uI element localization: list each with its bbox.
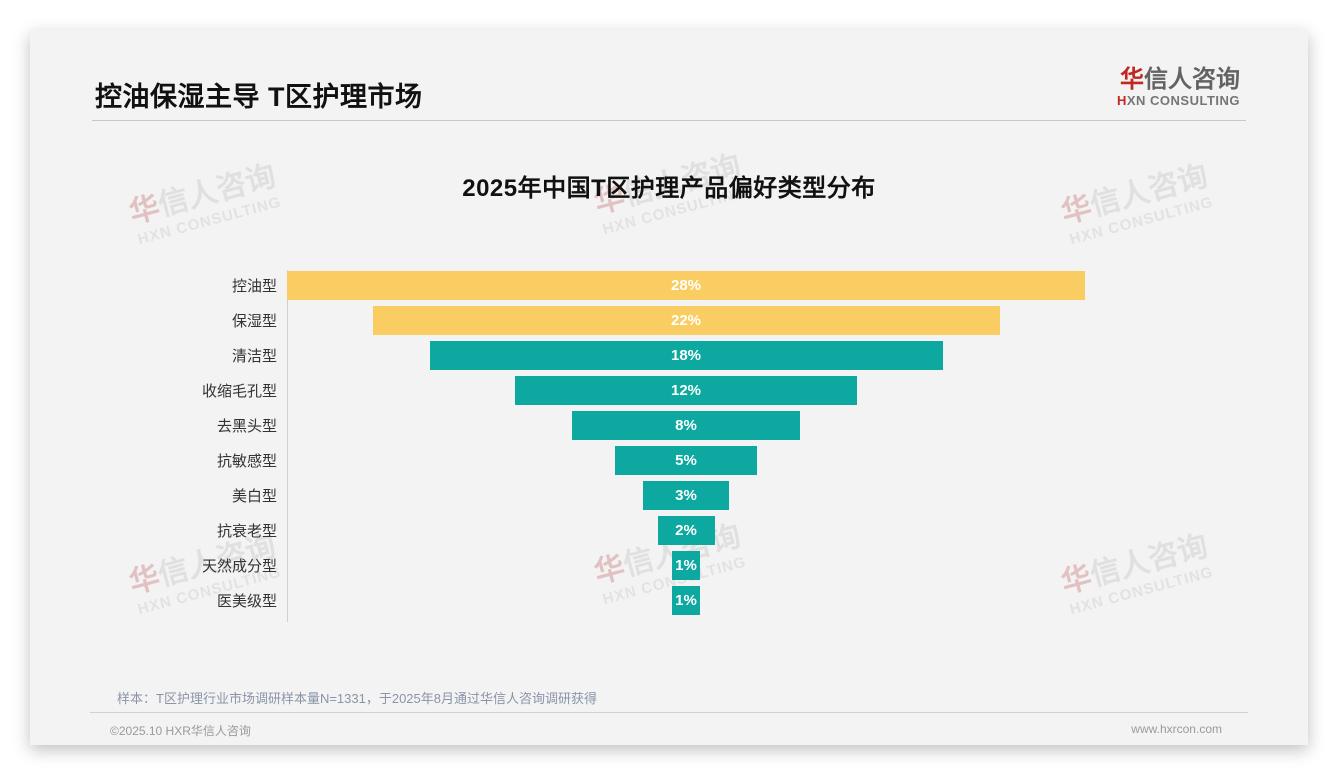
category-label: 抗敏感型 bbox=[216, 453, 277, 470]
logo-english-first-char: H bbox=[1116, 92, 1127, 108]
chart-row: 抗衰老型 2% bbox=[30, 513, 1308, 548]
funnel-row-area: 3% bbox=[287, 478, 1085, 513]
category-label: 抗衰老型 bbox=[216, 523, 277, 540]
bar-value-label: 2% bbox=[675, 522, 697, 539]
chart-axis-line bbox=[287, 270, 288, 622]
chart-row: 天然成分型 1% bbox=[30, 548, 1308, 583]
copyright-text: ©2025.10 HXR华信人咨询 bbox=[110, 724, 251, 738]
logo-english-rest: XN CONSULTING bbox=[1126, 92, 1240, 108]
category-label: 清洁型 bbox=[231, 348, 277, 365]
category-label: 收缩毛孔型 bbox=[201, 383, 277, 400]
bar-value-label: 28% bbox=[670, 277, 702, 294]
report-card: 华信人咨询 HXN CONSULTING 华信人咨询 HXN CONSULTING 华信… bbox=[30, 30, 1308, 745]
bar-value-label: 5% bbox=[675, 452, 697, 469]
chart-title: 2025年中国T区护理产品偏好类型分布 bbox=[462, 175, 876, 202]
footer-bar: ©2025.10 HXR华信人咨询 www.hxrcon.com bbox=[110, 722, 1222, 739]
funnel-bar: 22% bbox=[372, 306, 1000, 335]
chart-row: 抗敏感型 5% bbox=[30, 443, 1308, 478]
chart-row: 收缩毛孔型 12% bbox=[30, 373, 1308, 408]
category-label: 去黑头型 bbox=[216, 418, 277, 435]
bar-value-label: 1% bbox=[675, 592, 697, 609]
category-label: 医美级型 bbox=[216, 593, 277, 610]
funnel-bar: 1% bbox=[671, 551, 701, 580]
chart-row: 去黑头型 8% bbox=[30, 408, 1308, 443]
funnel-row-area: 5% bbox=[287, 443, 1085, 478]
bar-value-label: 8% bbox=[675, 417, 697, 434]
funnel-bar: 5% bbox=[614, 446, 758, 475]
logo-chinese-name: 华信人咨询 bbox=[1117, 66, 1240, 94]
funnel-bar: 3% bbox=[643, 481, 729, 510]
funnel-bar: 2% bbox=[657, 516, 715, 545]
website-text: www.hxrcon.com bbox=[1131, 722, 1222, 736]
category-label: 美白型 bbox=[231, 488, 277, 505]
company-logo: 华信人咨询 HXN CONSULTING bbox=[1117, 66, 1240, 109]
funnel-bar: 1% bbox=[671, 586, 701, 615]
funnel-row-area: 1% bbox=[287, 548, 1085, 583]
footer-divider bbox=[90, 712, 1248, 713]
bar-value-label: 18% bbox=[670, 347, 702, 364]
logo-english-name: HXN CONSULTING bbox=[1116, 92, 1240, 109]
funnel-row-area: 18% bbox=[287, 338, 1085, 373]
bar-value-label: 12% bbox=[670, 382, 702, 399]
chart-row: 美白型 3% bbox=[30, 478, 1308, 513]
category-label: 天然成分型 bbox=[201, 558, 277, 575]
chart-row: 医美级型 1% bbox=[30, 583, 1308, 618]
sample-note: 样本：T区护理行业市场调研样本量N=1331，于2025年8月通过华信人咨询调研… bbox=[117, 691, 597, 706]
funnel-row-area: 8% bbox=[287, 408, 1085, 443]
funnel-row-area: 12% bbox=[287, 373, 1085, 408]
funnel-bar: 18% bbox=[429, 341, 943, 370]
funnel-bar: 8% bbox=[572, 411, 800, 440]
funnel-row-area: 28% bbox=[287, 268, 1085, 303]
logo-chinese-rest: 信人咨询 bbox=[1144, 66, 1240, 93]
funnel-bar: 28% bbox=[287, 271, 1085, 300]
chart-row: 保湿型 22% bbox=[30, 303, 1308, 338]
bar-value-label: 3% bbox=[675, 487, 697, 504]
page-title: 控油保湿主导 T区护理市场 bbox=[95, 82, 423, 112]
bar-value-label: 22% bbox=[670, 312, 702, 329]
category-label: 控油型 bbox=[231, 278, 277, 295]
bar-value-label: 1% bbox=[675, 557, 697, 574]
funnel-row-area: 1% bbox=[287, 583, 1085, 618]
logo-chinese-first-char: 华 bbox=[1120, 66, 1144, 93]
chart-row: 控油型 28% bbox=[30, 268, 1308, 303]
header-divider bbox=[92, 120, 1246, 121]
chart-row: 清洁型 18% bbox=[30, 338, 1308, 373]
funnel-row-area: 22% bbox=[287, 303, 1085, 338]
funnel-bar: 12% bbox=[515, 376, 857, 405]
category-label: 保湿型 bbox=[231, 313, 277, 330]
funnel-row-area: 2% bbox=[287, 513, 1085, 548]
funnel-chart: 控油型 28% 保湿型 22% 清洁型 18% 收缩毛孔型 12% 去黑头型 8% 抗敏感型 5% 美白… bbox=[30, 268, 1308, 618]
